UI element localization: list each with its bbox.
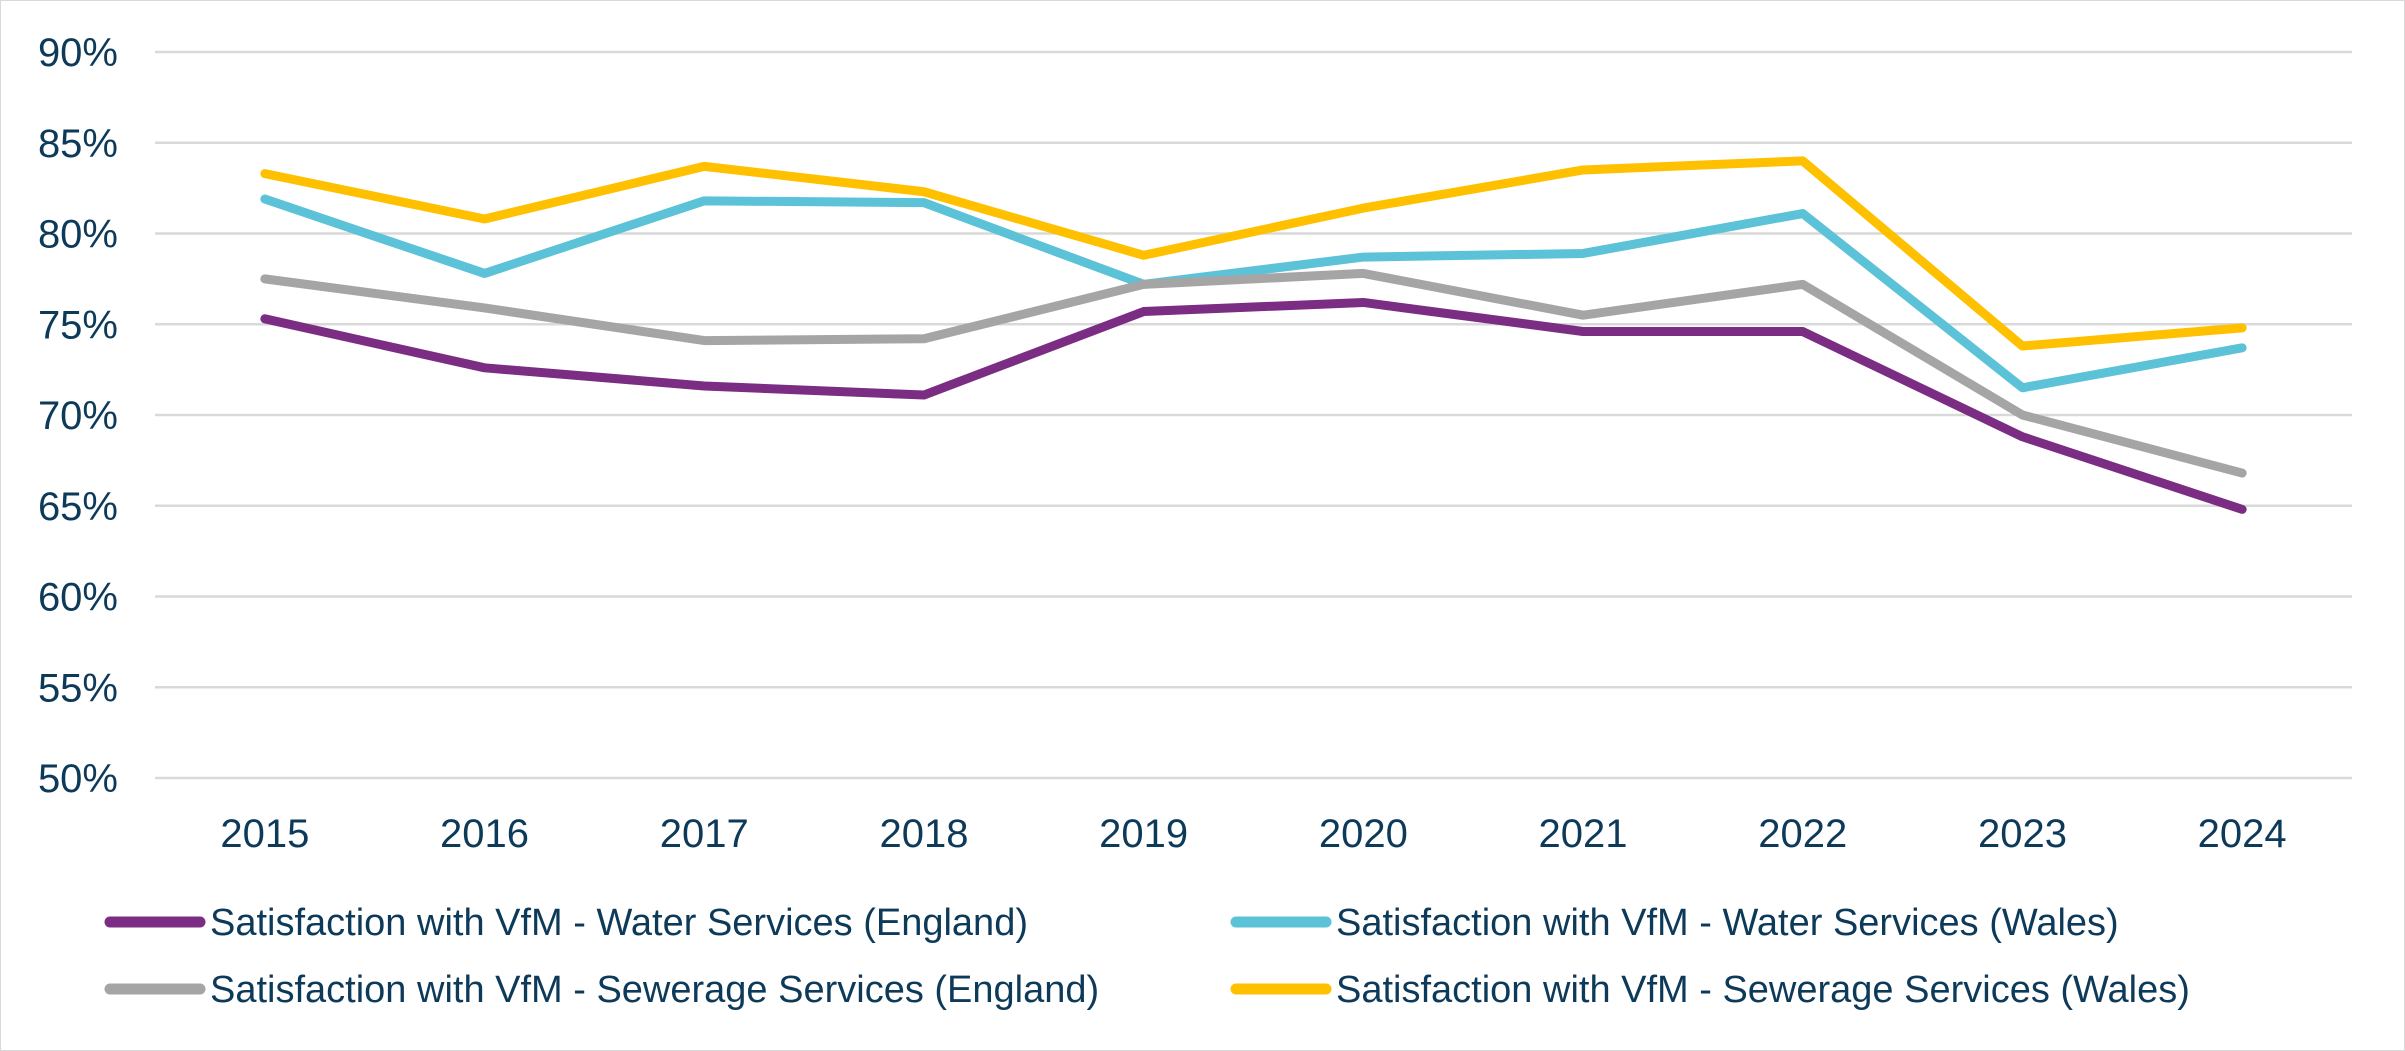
series-line-4 xyxy=(260,156,2247,351)
x-tick-label: 2016 xyxy=(440,812,529,856)
y-tick-label: 85% xyxy=(38,122,118,166)
x-tick-label: 2023 xyxy=(1978,812,2067,856)
y-tick-label: 50% xyxy=(38,757,118,801)
x-tick-label: 2024 xyxy=(2198,812,2287,856)
series-line-1 xyxy=(260,297,2247,514)
series-line-2 xyxy=(260,194,2247,393)
legend-label-4: Satisfaction with VfM - Sewerage Service… xyxy=(1336,969,2190,1011)
series-lines xyxy=(260,156,2247,514)
y-tick-label: 90% xyxy=(38,31,118,75)
x-tick-label: 2022 xyxy=(1758,812,1847,856)
y-tick-label: 75% xyxy=(38,303,118,347)
y-tick-label: 65% xyxy=(38,485,118,529)
legend-label-3: Satisfaction with VfM - Sewerage Service… xyxy=(210,969,1099,1011)
x-tick-label: 2021 xyxy=(1539,812,1628,856)
legend: Satisfaction with VfM - Water Services (… xyxy=(104,902,2190,1011)
y-tick-label: 80% xyxy=(38,213,118,257)
x-tick-label: 2020 xyxy=(1319,812,1408,856)
legend-label-1: Satisfaction with VfM - Water Services (… xyxy=(210,902,1028,944)
y-tick-label: 70% xyxy=(38,394,118,438)
legend-label-2: Satisfaction with VfM - Water Services (… xyxy=(1336,902,2119,944)
y-tick-label: 60% xyxy=(38,576,118,620)
series-line-3 xyxy=(260,268,2247,478)
x-tick-label: 2019 xyxy=(1099,812,1188,856)
x-tick-label: 2017 xyxy=(660,812,749,856)
x-tick-label: 2018 xyxy=(879,812,968,856)
y-axis-ticks: 50% 55% 60% 65% 70% 75% 80% 85% 90% xyxy=(38,31,118,801)
y-tick-label: 55% xyxy=(38,666,118,710)
x-tick-label: 2015 xyxy=(220,812,309,856)
x-axis-ticks: 2015 2016 2017 2018 2019 2020 2021 2022 2023 2024 xyxy=(220,812,2286,856)
